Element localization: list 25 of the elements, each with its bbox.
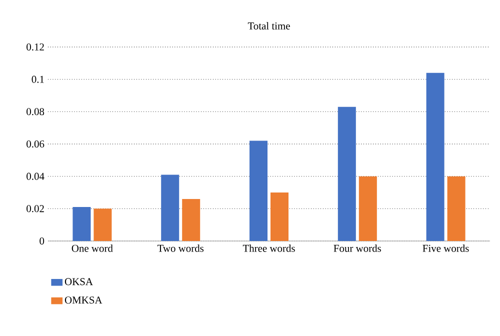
legend-label: OMKSA [64,296,102,304]
bar [270,192,289,241]
bar [72,207,91,241]
x-tick-label: Four words [334,244,381,252]
y-tick-label: 0.04 [26,172,44,180]
y-tick-label: 0.12 [26,43,44,51]
x-tick-label: Two words [157,244,204,252]
y-tick-label: 0.06 [26,140,44,148]
bar [161,174,180,241]
legend-label: OKSA [64,278,93,286]
chart-title: Total time [248,22,290,30]
y-tick-label: 0.08 [26,108,44,116]
bar [338,106,356,241]
bar [94,208,112,241]
bar [426,72,444,241]
x-tick-label: One word [72,244,113,252]
bar [358,176,377,241]
y-tick-label: 0.1 [32,76,44,83]
x-tick-label: Three words [242,244,295,252]
bar [250,140,268,241]
bar [447,176,466,241]
y-tick-label: 0 [40,237,44,245]
y-tick-label: 0.02 [26,205,44,212]
x-tick-label: Five words [422,244,469,252]
bar [182,198,200,241]
